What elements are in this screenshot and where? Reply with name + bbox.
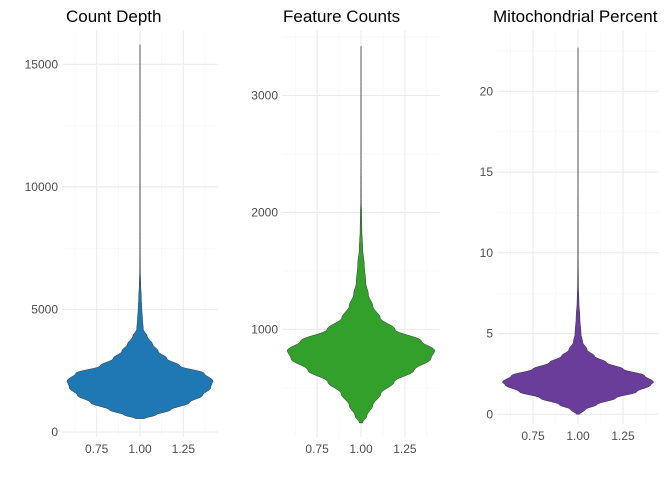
x-tick-label: 0.75 bbox=[305, 442, 329, 456]
violin-feature-counts bbox=[287, 46, 435, 424]
violin-mitochondrial-percent bbox=[502, 47, 654, 415]
y-tick-label: 0 bbox=[51, 425, 58, 439]
panel-title-count-depth: Count Depth bbox=[66, 7, 161, 26]
x-tick-label: 1.25 bbox=[172, 442, 196, 456]
x-tick-label: 1.00 bbox=[566, 429, 590, 443]
panel-feature-counts: Feature Counts 1000 2000 3000 0.75 1.00 1.25 bbox=[251, 7, 440, 456]
x-tick-label: 1.25 bbox=[611, 429, 635, 443]
y-tick-label: 5 bbox=[486, 327, 493, 341]
panel-title-mitochondrial-percent: Mitochondrial Percent bbox=[493, 7, 658, 26]
x-tick-label: 0.75 bbox=[521, 429, 545, 443]
x-tick-label: 1.00 bbox=[349, 442, 373, 456]
y-tick-label: 1000 bbox=[251, 322, 278, 336]
y-tick-label: 3000 bbox=[251, 88, 278, 102]
panel-title-feature-counts: Feature Counts bbox=[283, 7, 400, 26]
y-tick-label: 10000 bbox=[25, 180, 59, 194]
panel-count-depth: Count Depth 0 5000 10000 15000 0.75 1.00 1.25 bbox=[25, 7, 218, 456]
y-tick-label: 10 bbox=[480, 246, 494, 260]
x-tick-label: 1.25 bbox=[393, 442, 417, 456]
y-tick-label: 15000 bbox=[25, 57, 59, 71]
y-tick-label: 15 bbox=[480, 165, 494, 179]
violin-count-depth bbox=[66, 44, 214, 419]
x-tick-label: 1.00 bbox=[128, 442, 152, 456]
y-tick-label: 5000 bbox=[31, 303, 58, 317]
y-tick-label: 20 bbox=[480, 84, 494, 98]
x-tick-label: 0.75 bbox=[85, 442, 109, 456]
panel-mitochondrial-percent: Mitochondrial Percent 0 5 10 15 20 0.75 1.00 1.… bbox=[480, 7, 659, 443]
y-tick-label: 0 bbox=[486, 407, 493, 421]
y-tick-label: 2000 bbox=[251, 205, 278, 219]
